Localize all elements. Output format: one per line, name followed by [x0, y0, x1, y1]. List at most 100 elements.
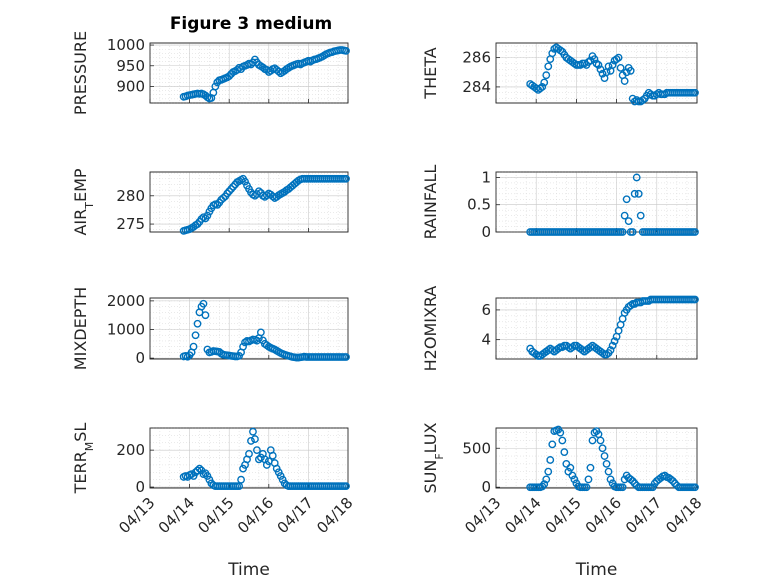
data-point — [548, 49, 557, 58]
data-point — [622, 195, 631, 204]
data-point — [608, 341, 617, 350]
ylabel-7: TERRMSL — [71, 423, 96, 495]
data-point — [556, 428, 565, 437]
data-point — [606, 346, 615, 354]
data-point — [618, 228, 627, 236]
data-point — [622, 68, 631, 77]
data-point — [251, 435, 259, 443]
data-point — [626, 66, 635, 75]
data-point — [540, 480, 549, 489]
xtick-label: 04/15 — [194, 494, 237, 537]
data-point — [620, 77, 629, 85]
data-point — [548, 440, 557, 449]
ytick-label: 0 — [135, 478, 145, 496]
data-point — [588, 436, 597, 445]
ytick-label: 1000 — [107, 36, 145, 54]
data-point — [213, 200, 222, 209]
data-point — [634, 189, 643, 198]
data-point — [606, 475, 615, 484]
data-point — [586, 56, 595, 65]
data-point — [251, 191, 259, 200]
data-point — [544, 467, 553, 476]
data-point — [227, 185, 236, 193]
subplot-1: 900 950 1000 PRESSURE — [71, 31, 350, 115]
ylabel-6: H2OMIXRA — [421, 286, 440, 372]
xtick-label: 04/14 — [155, 494, 198, 537]
data-point — [600, 452, 609, 460]
data-point — [342, 353, 350, 361]
data-point — [558, 436, 567, 445]
data-point — [616, 63, 625, 72]
data-point — [560, 448, 569, 457]
data-point — [660, 471, 669, 480]
data-point — [626, 301, 635, 310]
data-point — [632, 173, 641, 182]
data-point — [241, 177, 249, 186]
data-point — [562, 459, 571, 468]
axes-frame — [495, 171, 698, 233]
data-point — [566, 463, 575, 472]
data-point — [610, 337, 619, 346]
data-point — [193, 466, 202, 475]
ytick-label: 200 — [116, 441, 145, 459]
data-point — [620, 211, 629, 220]
ytick-label: 500 — [462, 439, 491, 457]
axes-frame — [149, 42, 349, 104]
ylabel-4: RAINFALL — [421, 165, 440, 240]
subplot-2: 284 286 THETA — [421, 42, 699, 106]
data-point — [691, 228, 699, 236]
data-point — [193, 220, 202, 228]
axes-frame — [149, 297, 349, 360]
ytick-label: 1 — [481, 168, 491, 186]
data-point — [253, 446, 261, 455]
ytick-label: 0 — [135, 349, 145, 367]
ylabel-1: PRESSURE — [71, 31, 90, 115]
data-point — [342, 174, 350, 183]
data-point — [598, 69, 607, 78]
data-point — [225, 72, 234, 81]
xtick-label: 04/18 — [662, 494, 705, 537]
ytick-label: 0 — [481, 223, 491, 241]
xtick-label: 04/14 — [501, 494, 544, 537]
data-point — [229, 182, 238, 191]
data-point — [211, 82, 220, 91]
data-point — [598, 444, 607, 453]
data-point — [618, 483, 627, 492]
ytick-label: 0 — [481, 478, 491, 496]
axes-frame — [149, 171, 349, 233]
xlabel-8: Time — [575, 560, 618, 580]
data-point — [628, 228, 637, 236]
xtick-label: 04/13 — [115, 494, 158, 537]
subplot-5: 0 1000 2000 MIXDEPTH — [71, 287, 350, 370]
ytick-label: 275 — [116, 215, 145, 233]
data-point — [247, 437, 255, 445]
subplot-4: 0 0.5 1 RAINFALL — [421, 165, 699, 241]
data-point — [624, 217, 633, 225]
ytick-label: 0.5 — [467, 196, 491, 214]
xtick-label: 04/18 — [313, 494, 356, 537]
data-point — [219, 194, 228, 202]
data-point — [201, 311, 210, 320]
data-point — [268, 451, 277, 460]
xtick-label: 04/17 — [622, 494, 665, 537]
data-point — [195, 464, 204, 473]
axes-frame — [495, 42, 698, 104]
data-point — [542, 71, 551, 80]
data-point — [666, 475, 675, 484]
data-point — [542, 475, 551, 484]
data-point — [590, 55, 599, 63]
ytick-label: 950 — [116, 57, 145, 75]
data-point — [568, 471, 577, 480]
xtick-label: 04/13 — [461, 494, 504, 537]
data-point — [608, 61, 617, 69]
data-point — [596, 436, 605, 445]
ylabel-8: SUNFLUX — [421, 422, 446, 493]
ytick-label: 2000 — [107, 292, 145, 310]
data-point — [237, 475, 245, 484]
data-point — [544, 62, 553, 71]
data-point — [691, 295, 699, 304]
ytick-label: 4 — [481, 331, 491, 349]
data-point — [614, 53, 623, 62]
figure-title: Figure 3 medium — [170, 14, 332, 34]
